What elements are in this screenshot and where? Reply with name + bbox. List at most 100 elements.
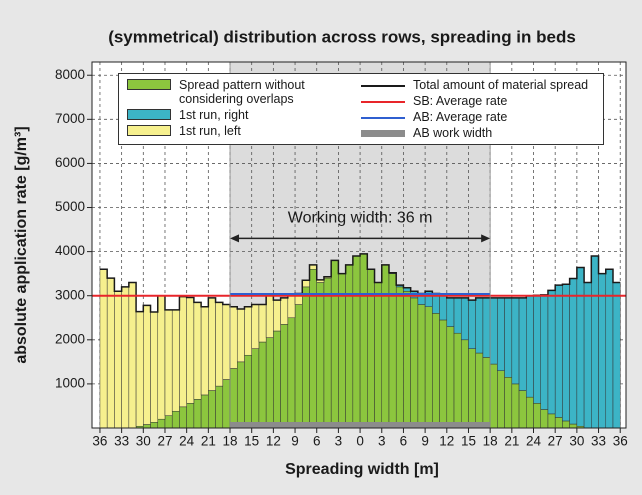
x-tick-label: 12 xyxy=(266,434,281,449)
x-tick-label: 27 xyxy=(548,434,563,449)
x-tick-label: 30 xyxy=(136,434,151,449)
bar-segment xyxy=(186,297,195,404)
legend-label: 1st run, left xyxy=(179,124,241,138)
x-tick-label: 6 xyxy=(400,434,408,449)
bar-segment xyxy=(533,403,541,429)
bar-segment xyxy=(193,302,202,400)
bar-segment xyxy=(446,326,455,429)
bar-segment xyxy=(388,273,397,429)
bar-segment xyxy=(330,260,339,429)
x-tick-label: 3 xyxy=(378,434,386,449)
bar-segment xyxy=(150,422,159,429)
bar-segment xyxy=(468,299,476,349)
y-tick-label: 2000 xyxy=(55,331,85,346)
x-tick-label: 15 xyxy=(244,434,259,449)
bar-segment xyxy=(424,306,433,429)
bar-segment xyxy=(432,313,440,429)
bar-segment xyxy=(186,403,195,429)
x-tick-label: 27 xyxy=(157,434,172,449)
bar-segment xyxy=(612,282,621,429)
plot-border xyxy=(91,61,627,429)
bar-segment xyxy=(302,286,310,429)
bar-segment xyxy=(215,385,224,429)
bar-segment xyxy=(280,297,289,325)
bar-segment xyxy=(504,377,513,429)
bar-segment xyxy=(164,309,173,416)
bar-segment xyxy=(475,352,484,429)
legend-item: 1st run, left xyxy=(127,124,361,138)
bar-segment xyxy=(150,311,159,423)
x-tick-label: 30 xyxy=(569,434,584,449)
bar-segment xyxy=(547,290,556,415)
annotation-text: Working width: 36 m xyxy=(288,210,433,227)
legend-item: SB: Average rate xyxy=(361,94,595,108)
legend-swatch xyxy=(127,125,171,136)
bar-segment xyxy=(179,406,187,429)
bar-segment xyxy=(439,319,448,429)
bar-segment xyxy=(99,269,108,429)
bar-segment xyxy=(229,306,238,369)
bar-segment xyxy=(157,418,166,429)
bar-segment xyxy=(128,282,137,429)
bar-segment xyxy=(251,348,260,429)
bar-segment xyxy=(114,291,122,429)
x-tick-label: 6 xyxy=(313,434,321,449)
bar-segment xyxy=(468,348,476,429)
bar-segment xyxy=(273,330,281,429)
bar-segment xyxy=(280,324,289,429)
bar-segment xyxy=(591,255,599,429)
bar-segment xyxy=(294,304,303,429)
x-tick-label: 21 xyxy=(504,434,519,449)
bar-segment xyxy=(143,424,151,429)
bar-segment xyxy=(273,299,281,332)
x-tick-label: 24 xyxy=(179,434,195,449)
y-axis-label: absolute application rate [g/m³] xyxy=(13,126,30,363)
bar-segment xyxy=(489,297,498,365)
bar-segment xyxy=(244,354,252,429)
bar-segment xyxy=(497,297,505,371)
y-tick-label: 8000 xyxy=(55,67,85,82)
x-tick-label: 36 xyxy=(92,434,107,449)
bar-segment xyxy=(222,304,231,380)
bar-segment xyxy=(323,277,332,429)
bar-segment xyxy=(236,361,245,429)
legend-swatch xyxy=(127,109,171,120)
y-tick-label: 1000 xyxy=(55,375,85,390)
bar-segment xyxy=(302,280,310,288)
bar-segment xyxy=(482,297,491,358)
bar-segment xyxy=(316,282,325,429)
bar-segment xyxy=(106,277,115,429)
bar-segment xyxy=(598,273,607,429)
bar-segment xyxy=(200,394,209,429)
bar-segment xyxy=(497,370,505,429)
x-axis-label: Spreading width [m] xyxy=(285,461,439,478)
y-tick-label: 4000 xyxy=(55,243,85,258)
bar-segment xyxy=(489,363,498,429)
bar-segment xyxy=(287,295,296,319)
bar-segment xyxy=(547,413,556,429)
bar-segment xyxy=(251,304,260,349)
bar-segment xyxy=(518,390,527,429)
legend-item: AB: Average rate xyxy=(361,110,595,124)
x-tick-label: 9 xyxy=(291,434,299,449)
bar-segment xyxy=(562,420,570,429)
bar-segment xyxy=(540,409,549,429)
bar-segment xyxy=(395,286,404,429)
bar-segment xyxy=(504,297,513,378)
bar-segment xyxy=(554,284,563,418)
bar-segment xyxy=(439,295,448,321)
bar-segment xyxy=(258,341,267,429)
x-tick-label: 33 xyxy=(114,434,129,449)
legend-line xyxy=(361,85,405,87)
bar-segment xyxy=(562,283,570,422)
bar-segment xyxy=(352,255,361,429)
bar-segment xyxy=(518,297,527,391)
x-tick-label: 18 xyxy=(483,434,498,449)
legend-label: SB: Average rate xyxy=(413,94,508,108)
bar-segment xyxy=(179,296,187,408)
x-tick-label: 12 xyxy=(439,434,454,449)
bar-segment xyxy=(453,332,462,429)
bar-segment xyxy=(475,297,484,354)
bar-segment xyxy=(359,253,368,429)
